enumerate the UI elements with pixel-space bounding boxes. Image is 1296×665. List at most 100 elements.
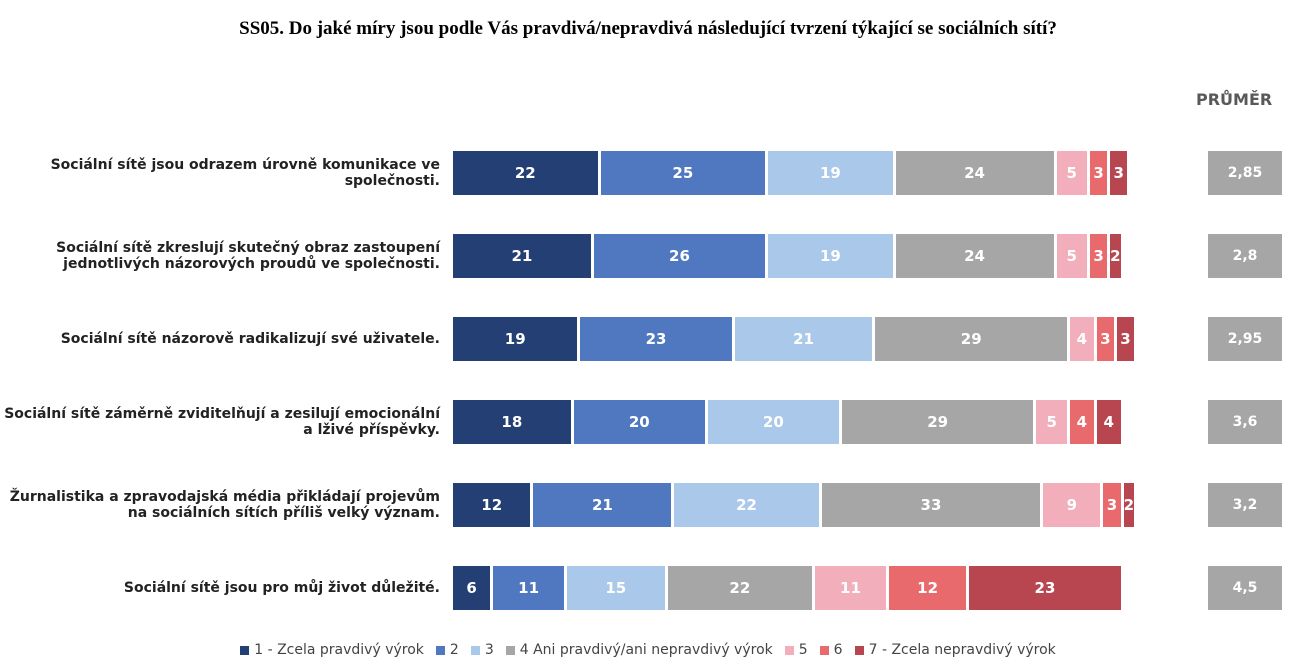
data-label: 24 <box>964 247 985 265</box>
legend-item: 7 - Zcela nepravdivý výrok <box>854 642 1056 658</box>
category-label: Sociální sítě zkreslují skutečný obraz z… <box>56 240 440 272</box>
bar: 18 <box>453 400 574 444</box>
bar: 11 <box>815 566 889 610</box>
data-label: 12 <box>481 496 503 514</box>
data-label: 15 <box>605 579 627 597</box>
data-label: 20 <box>628 413 650 431</box>
bar: 3 <box>1110 151 1131 195</box>
data-label: 3 <box>1100 330 1111 348</box>
bar: 33 <box>821 483 1044 527</box>
data-label: 6 <box>466 579 477 597</box>
data-label: 22 <box>514 164 536 182</box>
legend-swatch <box>505 645 515 655</box>
data-label: 22 <box>729 579 751 597</box>
data-label: 19 <box>819 247 841 265</box>
bar: 3 <box>1116 317 1137 361</box>
bar: 29 <box>841 400 1037 444</box>
bar: 6 <box>453 566 494 610</box>
category-label: Sociální sítě jsou pro můj život důležit… <box>123 580 440 596</box>
bar: 11 <box>493 566 567 610</box>
data-label: 29 <box>960 330 982 348</box>
legend-label: 3 <box>484 642 494 658</box>
legend-swatch <box>435 645 445 655</box>
legend-item: 1 - Zcela pravdivý výrok <box>240 642 424 658</box>
bar: 24 <box>895 151 1057 195</box>
bar: 4 <box>1069 400 1097 444</box>
average-box: 2,95 <box>1208 317 1282 361</box>
bar: 3 <box>1103 483 1124 527</box>
data-label: 19 <box>819 164 841 182</box>
legend-swatch <box>784 645 794 655</box>
bar: 21 <box>453 234 594 278</box>
data-label: 2 <box>1123 496 1134 514</box>
data-label: 21 <box>793 330 814 348</box>
bar: 19 <box>768 234 896 278</box>
bar: 2 <box>1124 483 1137 527</box>
legend-label: 6 <box>833 642 843 658</box>
bar: 3 <box>1090 151 1111 195</box>
data-label: 11 <box>518 579 540 597</box>
data-label: 4 <box>1076 413 1088 431</box>
average-box: 2,85 <box>1208 151 1282 195</box>
bar: 22 <box>674 483 822 527</box>
data-label: 24 <box>964 164 985 182</box>
data-label: 3 <box>1120 330 1131 348</box>
legend-item: 6 <box>819 642 843 658</box>
data-label: 3 <box>1113 164 1124 182</box>
data-label: 2 <box>1110 247 1121 265</box>
data-label: 5 <box>1046 413 1057 431</box>
legend-item: 2 <box>435 642 459 658</box>
legend-label: 2 <box>449 642 459 658</box>
legend-swatch <box>854 645 864 655</box>
category-label: Sociální sítě názorově radikalizují své … <box>60 331 440 347</box>
data-label: 33 <box>920 496 942 514</box>
data-label: 3 <box>1093 247 1104 265</box>
data-label: 23 <box>1034 579 1056 597</box>
data-label: 22 <box>736 496 757 514</box>
legend-item: 4 Ani pravdivý/ani nepravdivý výrok <box>505 642 773 658</box>
bar: 22 <box>453 151 601 195</box>
bar: 19 <box>768 151 896 195</box>
bar: 2 <box>1110 234 1124 278</box>
bar: 4 <box>1096 400 1124 444</box>
category-label: Žurnalistika a zpravodajská média přiklá… <box>9 489 440 521</box>
bar: 9 <box>1043 483 1104 527</box>
legend-label: 7 - Zcela nepravdivý výrok <box>868 642 1056 658</box>
data-label: 9 <box>1066 496 1077 514</box>
category-label: Sociální sítě záměrně zviditelňují a zes… <box>4 406 440 438</box>
data-label: 12 <box>917 579 939 597</box>
data-label: 20 <box>762 413 784 431</box>
data-label: 21 <box>511 247 533 265</box>
data-label: 3 <box>1106 496 1118 514</box>
data-label: 5 <box>1066 164 1077 182</box>
bar: 23 <box>969 566 1124 610</box>
bar: 5 <box>1056 234 1091 278</box>
legend-swatch <box>470 645 480 655</box>
data-label: 18 <box>501 413 523 431</box>
data-label: 29 <box>927 413 949 431</box>
bar: 24 <box>895 234 1057 278</box>
category-label: Sociální sítě jsou odrazem úrovně komuni… <box>50 157 440 189</box>
bar: 19 <box>453 317 581 361</box>
bar: 5 <box>1056 151 1091 195</box>
legend-label: 4 Ani pravdivý/ani nepravdivý výrok <box>519 642 773 658</box>
bar: 21 <box>734 317 876 361</box>
bar: 3 <box>1090 234 1111 278</box>
data-label: 19 <box>504 330 526 348</box>
average-label: 2,95 <box>1227 331 1263 347</box>
bar: 22 <box>667 566 816 610</box>
average-box: 2,8 <box>1208 234 1282 278</box>
bar: 4 <box>1069 317 1097 361</box>
average-title: PRŮMĚR <box>1196 90 1273 109</box>
average-box: 3,2 <box>1208 483 1282 527</box>
legend-item: 3 <box>470 642 494 658</box>
legend: 1 - Zcela pravdivý výrok 2 3 4 Ani pravdivý… <box>0 642 1296 658</box>
bar: 29 <box>875 317 1070 361</box>
data-label: 21 <box>591 496 613 514</box>
bar: 5 <box>1036 400 1070 444</box>
average-box: 3,6 <box>1208 400 1282 444</box>
bar: 20 <box>707 400 842 444</box>
bar: 26 <box>593 234 769 278</box>
legend-swatch <box>819 645 829 655</box>
